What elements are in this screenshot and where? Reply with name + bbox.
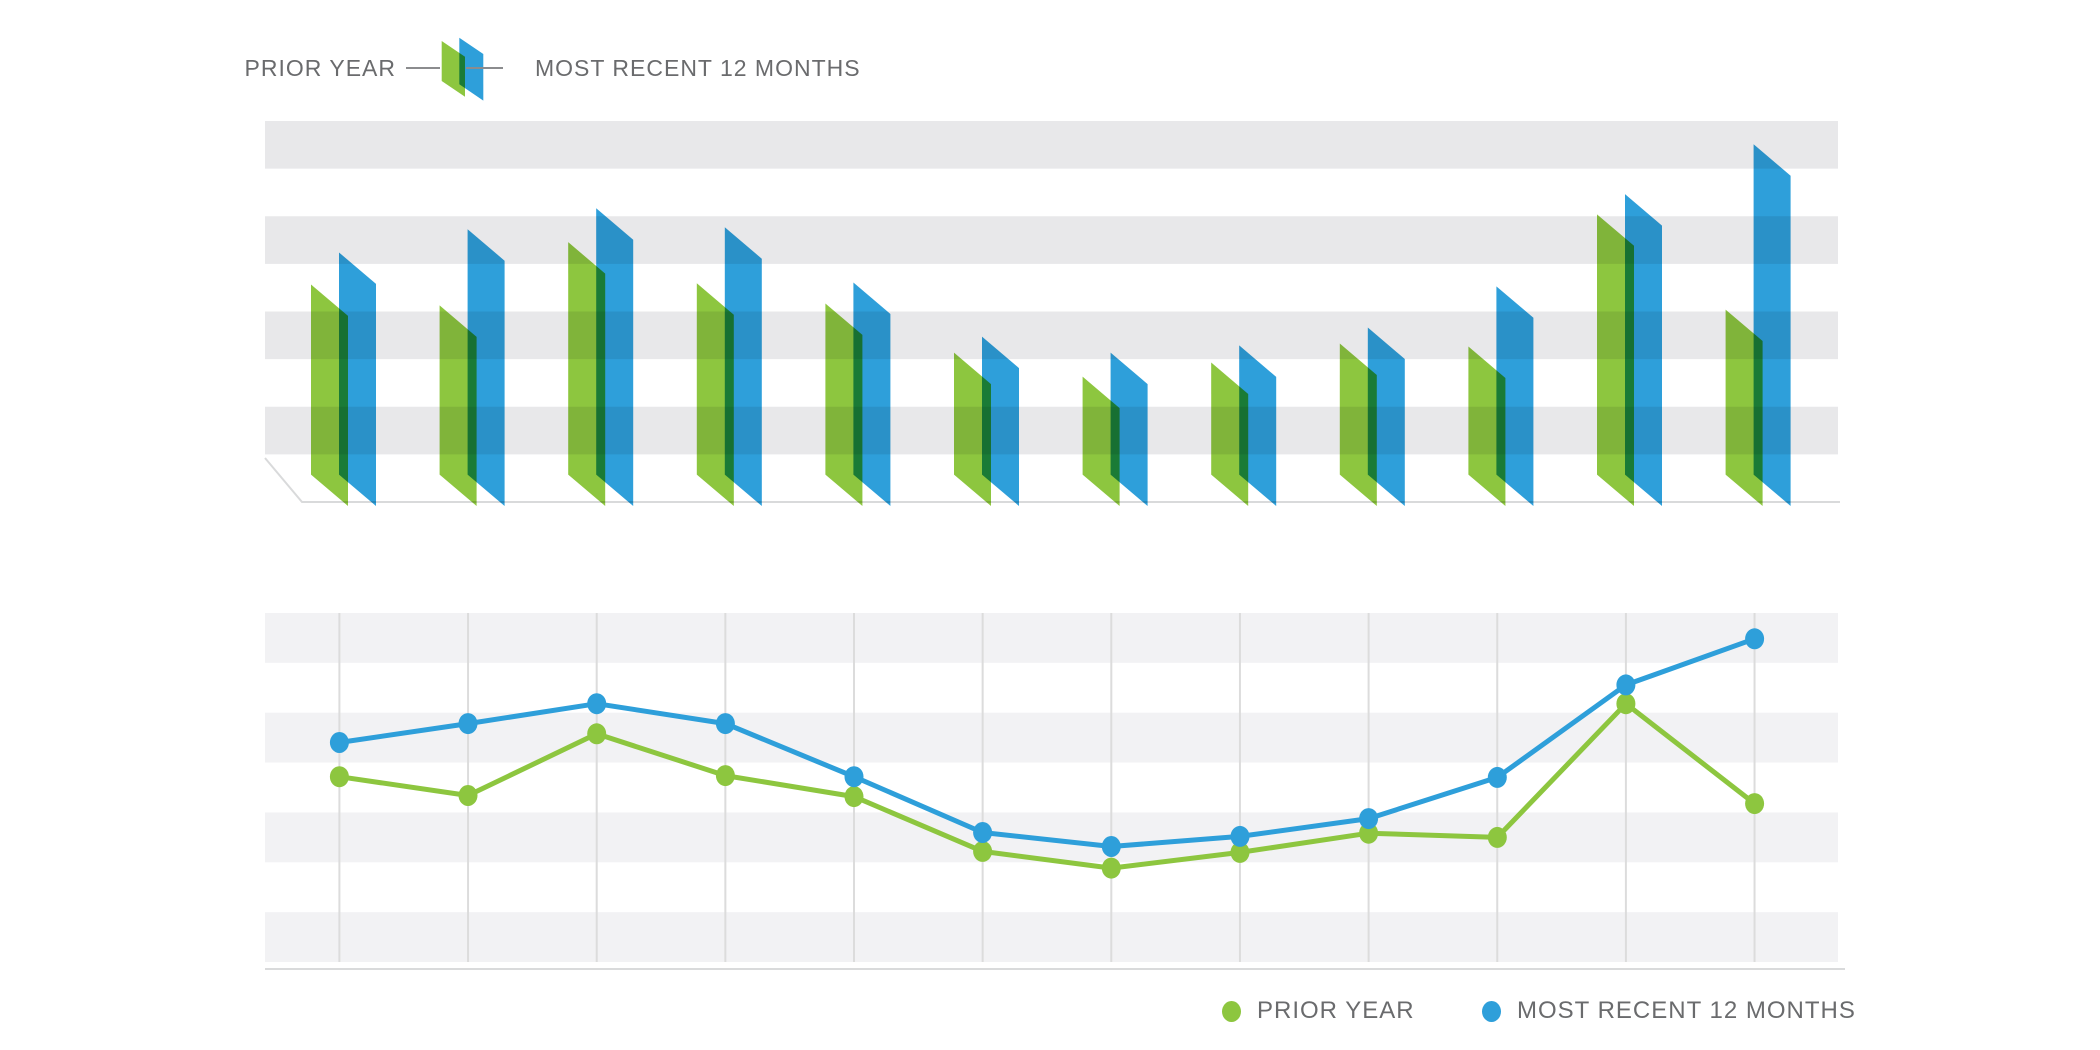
bar-prior-year-9 (1339, 343, 1377, 506)
stripe-band (265, 812, 1838, 863)
most-recent-point-12 (1745, 628, 1765, 650)
stripe-band (265, 311, 1838, 360)
stripe-band (265, 121, 1838, 169)
bar-most-recent-2 (467, 229, 505, 507)
legend-item-most-recent: MOST RECENT 12 MONTHS (1482, 996, 1856, 1026)
prior-year-point-4 (715, 765, 735, 787)
bar-prior-year-4 (696, 283, 734, 506)
bar-most-recent-6 (982, 336, 1019, 506)
bar-prior-year-11 (1597, 214, 1634, 506)
most-recent-point-2 (458, 713, 478, 735)
most-recent-dot-icon (1482, 1000, 1501, 1022)
most-recent-point-11 (1616, 674, 1636, 696)
most-recent-legend-label: MOST RECENT 12 MONTHS (1517, 997, 1856, 1024)
legend-icon-green-parallelogram (441, 41, 465, 97)
bar-prior-year-6 (954, 352, 991, 506)
bar-most-recent-11 (1625, 194, 1662, 507)
prior-year-point-1 (329, 766, 349, 788)
bar-most-recent-12 (1753, 144, 1791, 506)
most-recent-point-4 (715, 713, 735, 735)
stripe-band (265, 216, 1838, 264)
bar-prior-year-8 (1211, 362, 1249, 506)
most-recent-point-3 (587, 693, 607, 715)
prior-year-point-2 (458, 785, 478, 806)
bar-prior-year-5 (825, 303, 863, 506)
prior-year-point-10 (1487, 826, 1507, 848)
bar-prior-year-3 (568, 242, 606, 506)
line-chart (265, 613, 1845, 970)
bar-most-recent-5 (853, 282, 891, 506)
prior-year-legend-label: PRIOR YEAR (1257, 997, 1415, 1024)
most-recent-point-5 (844, 766, 864, 788)
prior-year-point-8 (1230, 841, 1250, 863)
legend-connector-line-right (466, 67, 503, 69)
bar-chart-stripes (265, 121, 1838, 455)
prior-year-point-3 (587, 723, 607, 745)
prior-year-point-5 (844, 786, 864, 808)
prior-year-point-11 (1616, 693, 1636, 715)
prior-year-point-6 (973, 840, 993, 862)
prior-year-point-7 (1101, 857, 1121, 879)
prior-year-point-12 (1745, 793, 1765, 815)
bar-prior-year-7 (1082, 376, 1120, 506)
legend-icon-blue-parallelogram (459, 37, 484, 101)
prior-year-dot-icon (1222, 1000, 1241, 1022)
most-recent-point-7 (1101, 836, 1121, 857)
most-recent-point-10 (1487, 766, 1507, 788)
bar-chart (264, 121, 1840, 507)
prior-year-point-9 (1359, 822, 1379, 844)
most-recent-point-9 (1359, 808, 1379, 830)
most-recent-line (336, 636, 1758, 849)
bar-most-recent-4 (724, 227, 762, 506)
most-recent-point-8 (1230, 825, 1250, 847)
bar-prior-year-10 (1468, 346, 1506, 506)
bar-prior-year-1 (311, 284, 348, 506)
stripe-band (265, 912, 1838, 962)
bar-most-recent-9 (1367, 327, 1405, 506)
bar-most-recent-10 (1496, 286, 1534, 506)
bar-most-recent-3 (596, 208, 634, 506)
legend-connector-line-left (406, 67, 440, 69)
prior-year-line (336, 701, 1758, 871)
legend-item-prior-year: PRIOR YEAR (1222, 996, 1415, 1026)
stripe-band (265, 406, 1838, 455)
dual-bar-legend-icon (441, 37, 484, 101)
stripe-band (265, 613, 1838, 663)
bar-most-recent-8 (1239, 345, 1277, 506)
bar-prior-year-12 (1725, 309, 1763, 506)
bar-prior-year-2 (439, 305, 477, 506)
bar-chart-baseline (264, 457, 1840, 503)
bar-most-recent-7 (1110, 352, 1148, 506)
most-recent-point-1 (329, 732, 349, 753)
top-legend-recent-label: MOST RECENT 12 MONTHS (535, 55, 861, 81)
most-recent-point-6 (973, 822, 993, 843)
top-legend-prior-year-label: PRIOR YEAR (244, 55, 396, 81)
bar-most-recent-1 (339, 252, 376, 506)
